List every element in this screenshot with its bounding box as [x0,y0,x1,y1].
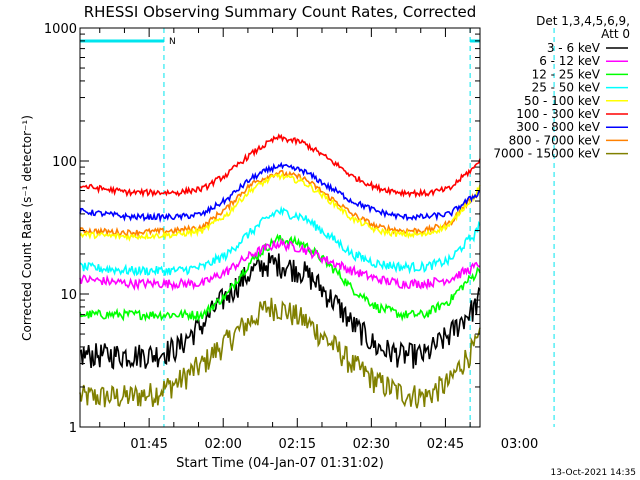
series-line-4 [79,172,481,242]
footer-date: 13-Oct-2021 14:35 [551,468,636,478]
legend-label: 300 - 800 keV [516,120,600,134]
series-line-8 [79,297,481,409]
legend-label: 800 - 7000 keV [509,133,601,147]
axes: 1 10 100 1000 01:45 02:00 02:15 02:30 02:45 03:00 [44,22,538,452]
x-tick-label: 03:00 [501,437,538,452]
x-tick-label: 02:15 [279,437,316,452]
x-axis-label: Start Time (04-Jan-07 01:31:02) [176,456,384,471]
series-line-6 [79,161,481,223]
y-tick-label: 1 [69,421,77,436]
legend-header-detectors: Det 1,3,4,5,6,9, [536,14,630,28]
x-tick-label: 02:30 [353,437,390,452]
series-group [79,133,481,409]
series-line-0 [79,252,481,370]
legend-label: 12 - 25 keV [532,67,601,81]
legend-label: 6 - 12 keV [539,54,601,68]
series-line-1 [79,237,481,292]
flag-label: N [169,37,176,47]
x-tick-label: 01:45 [130,437,167,452]
plot-frame [79,27,481,428]
legend-label: 7000 - 15000 keV [493,147,600,161]
series-line-5 [79,133,481,199]
legend-header-attenuator: Att 0 [601,27,630,41]
legend-label: 3 - 6 keV [547,41,601,55]
y-tick-label: 100 [52,155,77,170]
y-tick-label: 1000 [44,22,77,37]
y-axis-label: Corrected Count Rate (s⁻¹ detector⁻¹) [20,115,34,341]
series-line-3 [79,205,481,277]
series-line-7 [79,169,481,238]
x-tick-label: 02:45 [427,437,464,452]
chart-title: RHESSI Observing Summary Count Rates, Co… [84,3,477,21]
x-tick-label: 02:00 [204,437,241,452]
y-tick-label: 10 [60,288,77,303]
series-line-2 [79,233,481,323]
legend-label: 50 - 100 keV [524,94,601,108]
legend-label: 100 - 300 keV [516,107,600,121]
legend-label: 25 - 50 keV [532,81,601,95]
